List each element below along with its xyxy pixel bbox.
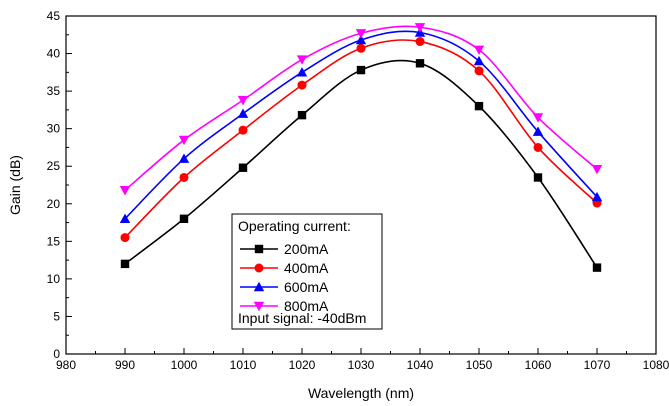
data-point <box>179 172 189 182</box>
data-point <box>238 163 248 172</box>
x-axis-title: Wavelength (nm) <box>308 385 414 401</box>
data-point <box>474 101 484 111</box>
legend-title: Operating current: <box>238 218 351 234</box>
legend-label: 400mA <box>284 260 329 276</box>
x-tick-label: 1060 <box>525 358 552 372</box>
legend-marker <box>254 263 264 273</box>
data-point <box>473 45 485 55</box>
data-point <box>532 113 544 123</box>
y-tick-label: 15 <box>47 234 61 248</box>
plot-frame <box>65 15 657 355</box>
x-tick-label: 1080 <box>643 358 669 372</box>
legend: Operating current: 200mA400mA600mA800mA … <box>231 213 383 330</box>
data-point <box>356 65 366 75</box>
data-point <box>178 135 190 146</box>
series-layer <box>119 23 603 272</box>
x-tick-label: 1010 <box>230 358 257 372</box>
legend-footer: Input signal: -40dBm <box>238 310 366 326</box>
series-200mA <box>120 59 602 272</box>
series-400mA <box>120 37 602 243</box>
series-800mA <box>119 23 603 196</box>
legend-label: 800mA <box>284 298 329 314</box>
legend-items: 200mA 400mA 600mA 800mA <box>240 241 329 314</box>
data-point <box>179 214 189 223</box>
data-point <box>533 173 543 182</box>
y-tick-label: 35 <box>47 84 61 98</box>
labels-layer: 980 990 1000 1010 1020 1030 1040 1050 1060 1070 10… <box>47 9 669 372</box>
data-point <box>533 142 543 152</box>
data-point <box>238 125 248 135</box>
legend-marker <box>253 301 265 312</box>
data-point <box>120 233 130 243</box>
data-point <box>296 55 308 65</box>
legend-item: 200mA <box>240 241 329 257</box>
data-point <box>415 59 425 68</box>
x-tick-label: 1030 <box>348 358 375 372</box>
x-tick-label: 1070 <box>584 358 611 372</box>
y-tick-label: 0 <box>53 347 60 361</box>
x-tick-label: 1050 <box>466 358 493 372</box>
y-tick-label: 5 <box>53 309 60 323</box>
legend-marker <box>254 244 264 254</box>
y-tick-label: 25 <box>47 159 61 173</box>
x-tick-label: 990 <box>115 358 135 372</box>
data-point <box>237 95 249 106</box>
y-tick-label: 45 <box>47 9 61 23</box>
data-point <box>178 153 190 163</box>
data-point <box>591 165 603 175</box>
series-line <box>124 30 598 220</box>
x-tick-label: 1020 <box>289 358 316 372</box>
x-tick-label: 980 <box>56 358 76 372</box>
legend-item: 600mA <box>240 279 329 295</box>
data-point <box>415 37 425 47</box>
legend-label: 200mA <box>284 241 329 257</box>
legend-item: 400mA <box>240 260 329 276</box>
data-point <box>355 29 367 39</box>
data-point <box>120 259 130 269</box>
y-tick-label: 10 <box>47 272 61 286</box>
data-point <box>119 213 131 223</box>
data-point <box>532 126 544 136</box>
series-600mA <box>119 27 603 223</box>
data-point <box>355 34 367 45</box>
legend-marker <box>253 281 265 292</box>
y-axis-title: Gain (dB) <box>7 155 23 215</box>
data-point <box>591 191 603 202</box>
data-point <box>356 43 366 53</box>
y-tick-label: 30 <box>47 122 61 136</box>
data-point <box>119 186 131 196</box>
data-point <box>473 55 485 66</box>
data-point <box>474 66 484 76</box>
legend-label: 600mA <box>284 279 329 295</box>
y-tick-label: 40 <box>47 47 61 61</box>
data-point <box>237 108 249 118</box>
data-point <box>297 110 307 120</box>
x-tick-label: 1000 <box>171 358 198 372</box>
y-tick-label: 20 <box>47 197 61 211</box>
legend-item: 800mA <box>240 298 329 314</box>
data-point <box>414 23 426 33</box>
data-point <box>297 80 307 90</box>
x-tick-label: 1040 <box>407 358 434 372</box>
data-point <box>296 67 308 77</box>
data-point <box>592 263 602 272</box>
